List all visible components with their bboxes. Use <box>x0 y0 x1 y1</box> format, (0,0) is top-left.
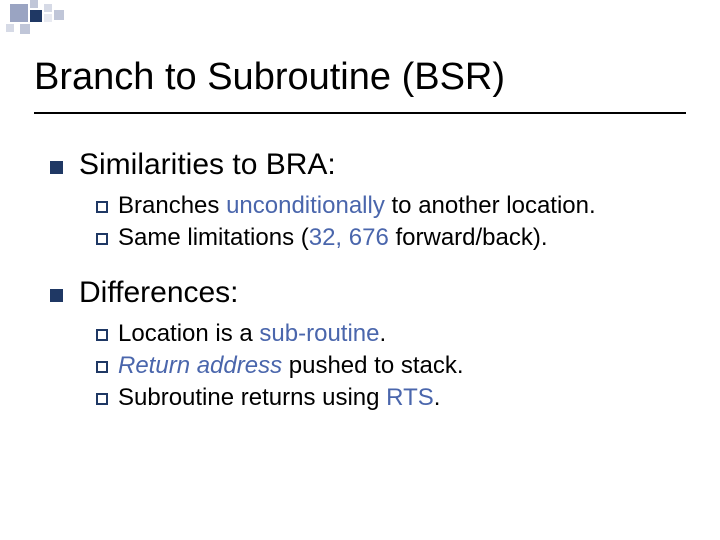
deco-square <box>6 24 14 32</box>
section-items: Branches unconditionally to another loca… <box>96 192 680 252</box>
deco-square <box>44 4 52 12</box>
list-item-text: Return address pushed to stack. <box>118 352 464 380</box>
deco-square <box>10 4 28 22</box>
list-item: Branches unconditionally to another loca… <box>96 192 680 220</box>
list-item-text: Same limitations (32, 676 forward/back). <box>118 224 548 252</box>
section-heading-text: Differences: <box>79 276 239 310</box>
list-item: Location is a sub-routine. <box>96 320 680 348</box>
slide-body: Similarities to BRA: Branches unconditio… <box>50 148 680 436</box>
hollow-square-bullet-icon <box>96 201 108 213</box>
hollow-square-bullet-icon <box>96 393 108 405</box>
deco-square <box>30 10 42 22</box>
list-item-text: Branches unconditionally to another loca… <box>118 192 596 220</box>
hollow-square-bullet-icon <box>96 361 108 373</box>
list-item: Same limitations (32, 676 forward/back). <box>96 224 680 252</box>
deco-square <box>44 14 52 22</box>
list-item-text: Location is a sub-routine. <box>118 320 386 348</box>
square-bullet-icon <box>50 289 63 302</box>
list-item: Subroutine returns using RTS. <box>96 384 680 412</box>
list-item: Return address pushed to stack. <box>96 352 680 380</box>
title-underline <box>34 112 686 114</box>
section-items: Location is a sub-routine. Return addres… <box>96 320 680 412</box>
section-heading-text: Similarities to BRA: <box>79 148 336 182</box>
deco-square <box>54 10 64 20</box>
slide-title: Branch to Subroutine (BSR) <box>34 56 505 99</box>
section-heading: Differences: <box>50 276 680 310</box>
list-item-text: Subroutine returns using RTS. <box>118 384 440 412</box>
slide: Branch to Subroutine (BSR) Similarities … <box>0 0 720 540</box>
deco-square <box>20 24 30 34</box>
square-bullet-icon <box>50 161 63 174</box>
section-heading: Similarities to BRA: <box>50 148 680 182</box>
hollow-square-bullet-icon <box>96 329 108 341</box>
deco-square <box>30 0 38 8</box>
hollow-square-bullet-icon <box>96 233 108 245</box>
